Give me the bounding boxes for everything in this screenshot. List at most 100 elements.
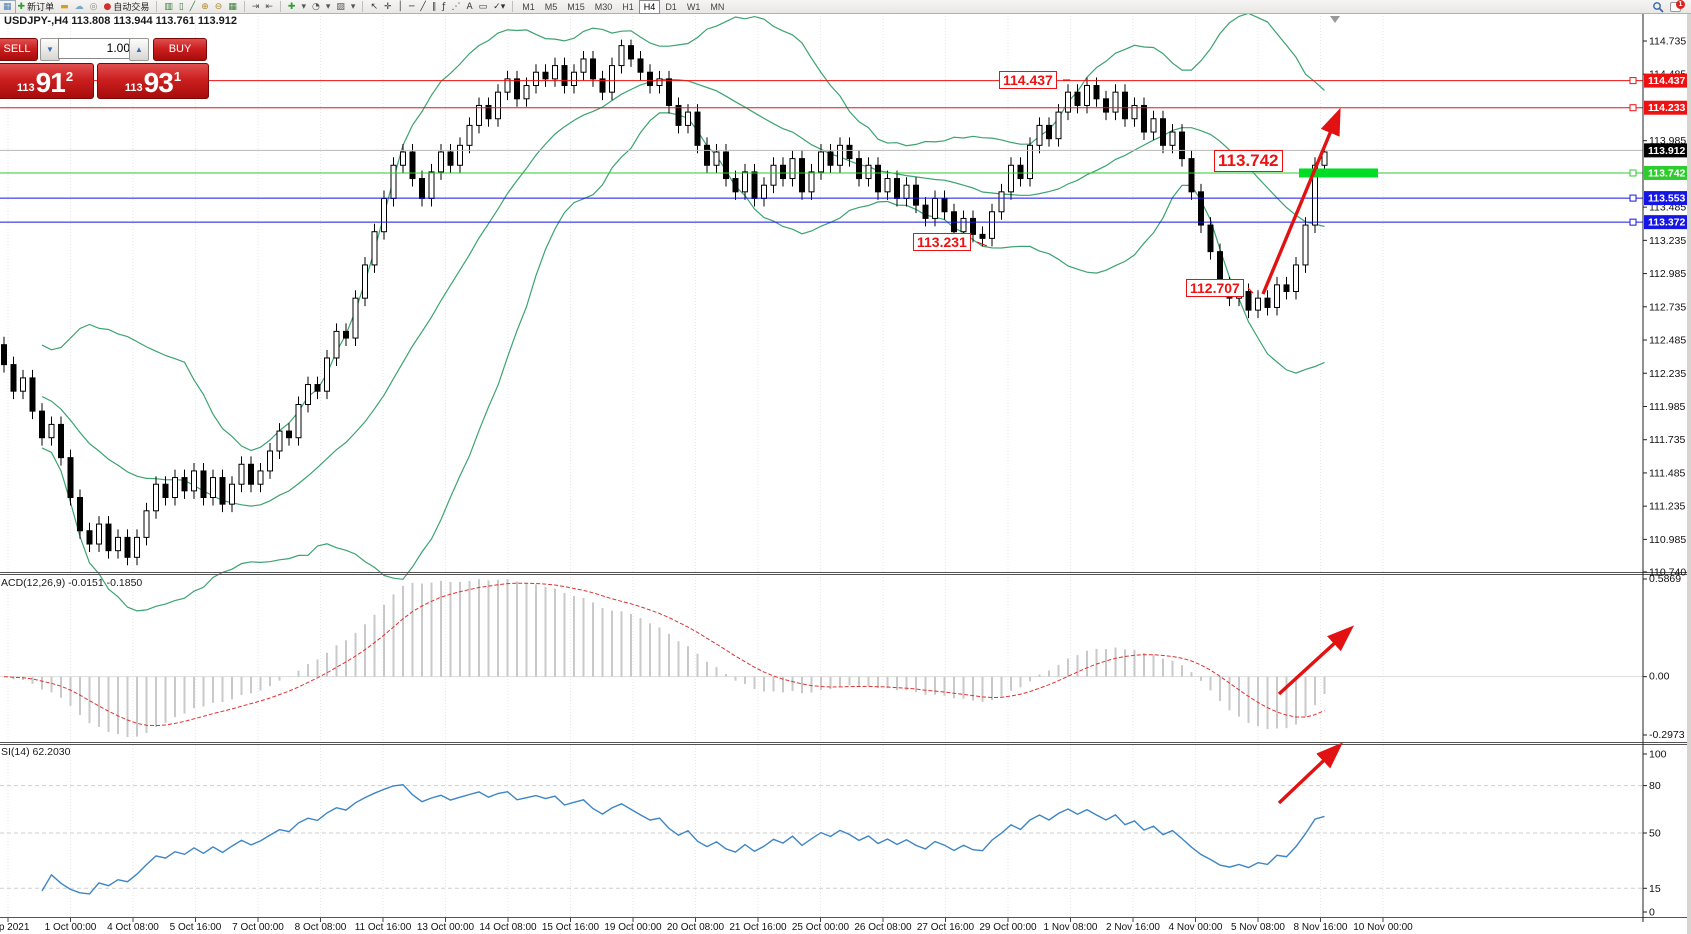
autotrading-button[interactable]: ● 自动交易 bbox=[100, 1, 152, 13]
chat-icon[interactable]: 1 bbox=[1670, 0, 1685, 12]
toolbar-separator bbox=[156, 1, 158, 12]
candle bbox=[286, 430, 292, 439]
arrows-dropdown-icon[interactable]: ✓▾ bbox=[490, 1, 508, 13]
candle bbox=[580, 58, 587, 73]
fibonacci-fan-icon[interactable]: ⋰ bbox=[448, 1, 463, 13]
periods-clock-icon[interactable]: ◔ bbox=[309, 1, 323, 13]
fibonacci-icon[interactable]: ƒ bbox=[439, 1, 448, 13]
candle bbox=[1150, 118, 1157, 133]
timeframe-h4[interactable]: H4 bbox=[638, 0, 661, 14]
periods-dropdown-icon[interactable]: ▾ bbox=[323, 1, 334, 13]
candle bbox=[1198, 191, 1204, 226]
volume-increase-button[interactable]: ▲ bbox=[129, 38, 149, 61]
new-chart-icon[interactable]: ▦ bbox=[0, 0, 16, 14]
zoom-in-icon[interactable]: ⊕ bbox=[198, 1, 212, 13]
price-tag-113.372: 113.372 bbox=[1648, 217, 1686, 229]
annotation-target-113742[interactable]: 113.742 bbox=[1214, 150, 1283, 172]
text-icon[interactable]: A bbox=[463, 1, 475, 13]
timeframe-w1[interactable]: W1 bbox=[686, 1, 701, 12]
ask-price[interactable]: 113 93 1 bbox=[97, 63, 209, 99]
chart-shift-icon[interactable]: ⇤ bbox=[262, 1, 276, 13]
rsi-up-arrow[interactable] bbox=[1277, 742, 1343, 805]
candle bbox=[438, 151, 444, 173]
candle bbox=[1245, 291, 1252, 311]
candle bbox=[694, 111, 701, 146]
cloud-icon[interactable]: ☁ bbox=[72, 1, 87, 13]
candle bbox=[248, 463, 254, 485]
timeframe-mn[interactable]: MN bbox=[710, 1, 725, 12]
timeframe-bar: M1 M5 M15 M30 H1 H4 D1 W1 MN bbox=[517, 0, 729, 14]
timeframe-m30[interactable]: M30 bbox=[594, 1, 613, 12]
candle bbox=[210, 477, 216, 499]
templates-dropdown-icon[interactable]: ▾ bbox=[348, 1, 359, 13]
fibonacci-fan-icon: ⋰ bbox=[451, 1, 461, 12]
gold-icon[interactable]: ▬ bbox=[57, 1, 72, 13]
bid-price[interactable]: 113 91 2 bbox=[0, 63, 94, 99]
indicator-dropdown-icon[interactable]: ▾ bbox=[298, 1, 309, 13]
text-label-icon[interactable]: ▭ bbox=[476, 1, 491, 13]
timeframe-h1[interactable]: H1 bbox=[622, 1, 634, 12]
chart-area[interactable]: Sep 2021 1 Oct 00:00 4 Oct 08:00 5 Oct 16:0… bbox=[0, 13, 1691, 934]
search-icon[interactable] bbox=[1652, 1, 1664, 13]
price-axis-tick: 112.985 bbox=[1649, 268, 1686, 280]
candle bbox=[1131, 104, 1138, 120]
price-axis-tick: 110.740 bbox=[1649, 566, 1686, 578]
annotation-low-112707[interactable]: 112.707 bbox=[1186, 279, 1244, 297]
candle bbox=[10, 364, 17, 392]
equidistant-channel-icon[interactable]: ∥ bbox=[429, 1, 440, 13]
tile-windows-icon[interactable]: ▦ bbox=[225, 1, 240, 13]
templates-icon[interactable]: ▨ bbox=[333, 1, 348, 13]
timeframe-d1[interactable]: D1 bbox=[665, 1, 677, 12]
horizontal-line-icon[interactable]: ─ bbox=[406, 1, 417, 13]
candle bbox=[485, 104, 492, 120]
new-order-button: ✚ bbox=[17, 1, 26, 12]
candle bbox=[1084, 85, 1090, 106]
chart-canvas[interactable]: Sep 2021 1 Oct 00:00 4 Oct 08:00 5 Oct 16:0… bbox=[0, 13, 1691, 934]
timeframe-m1[interactable]: M1 bbox=[522, 1, 535, 12]
bar-chart-icon[interactable]: ▥ bbox=[161, 1, 176, 13]
trendline-icon[interactable]: ╱ bbox=[417, 1, 428, 13]
bid-pips: 91 bbox=[35, 67, 66, 98]
candle bbox=[1103, 98, 1109, 113]
time-axis-label: 10 Nov 00:00 bbox=[1353, 922, 1413, 933]
candle bbox=[770, 164, 777, 186]
candlestick-chart-icon[interactable]: ▯ bbox=[176, 1, 187, 13]
price-up-arrow[interactable] bbox=[1261, 107, 1341, 295]
candle bbox=[381, 197, 387, 233]
new-order-button-label: 新订单 bbox=[27, 2, 55, 12]
annotation-resistance-114437[interactable]: 114.437 bbox=[999, 71, 1057, 89]
zoom-out-icon[interactable]: ⊖ bbox=[212, 1, 226, 13]
volume-input[interactable]: 1.00 bbox=[58, 38, 135, 59]
buy-button[interactable]: BUY bbox=[153, 38, 207, 61]
bar-chart-icon: ▥ bbox=[164, 1, 173, 12]
timeframe-m15[interactable]: M15 bbox=[567, 1, 585, 12]
add-indicator-icon[interactable]: ✚ bbox=[285, 1, 299, 13]
bid-pipette: 2 bbox=[65, 69, 74, 84]
candle bbox=[466, 124, 473, 146]
timeframe-m5[interactable]: M5 bbox=[544, 1, 558, 12]
candle bbox=[1160, 118, 1166, 146]
crosshair-icon[interactable]: ✛ bbox=[381, 1, 395, 13]
cursor-icon[interactable]: ↖ bbox=[367, 1, 381, 13]
new-order-button[interactable]: ✚ 新订单 bbox=[15, 1, 58, 13]
highlight-segment[interactable] bbox=[1299, 168, 1378, 178]
auto-scroll-icon[interactable]: ⇥ bbox=[249, 1, 263, 13]
tile-windows-icon: ▦ bbox=[228, 1, 237, 12]
ask-pips: 93 bbox=[143, 67, 174, 98]
chart-shift-icon: ⇤ bbox=[265, 1, 273, 12]
macd-up-arrow[interactable] bbox=[1277, 625, 1355, 696]
vertical-line-icon[interactable]: │ bbox=[395, 1, 406, 13]
chart-shift-marker-icon[interactable] bbox=[1330, 16, 1340, 23]
candle bbox=[913, 184, 919, 206]
candle bbox=[504, 78, 511, 93]
market-signal-icon[interactable]: ◎ bbox=[87, 1, 101, 13]
line-chart-icon[interactable]: ╱ bbox=[187, 1, 198, 13]
candle bbox=[362, 264, 368, 299]
sell-button[interactable]: SELL bbox=[0, 38, 38, 61]
window-edge bbox=[1687, 13, 1691, 934]
annotation-support-113231[interactable]: 113.231 bbox=[913, 233, 971, 251]
candle bbox=[789, 158, 796, 180]
macd-axis-label: -0.2973 bbox=[1649, 729, 1685, 741]
candle bbox=[922, 204, 929, 219]
volume-decrease-button[interactable]: ▼ bbox=[40, 38, 60, 61]
